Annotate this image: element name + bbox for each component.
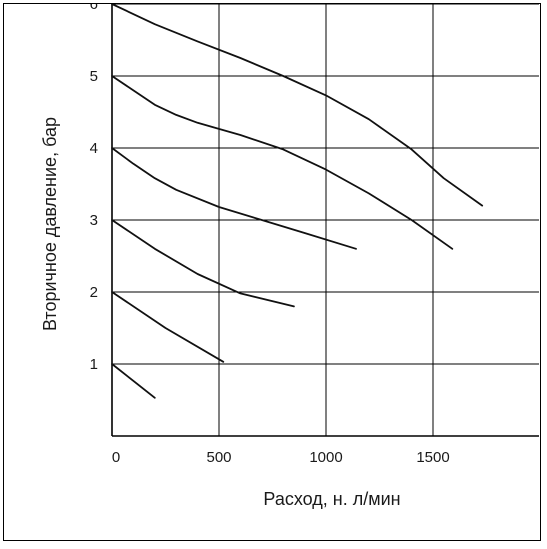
x-tick-label: 1500	[416, 449, 449, 466]
y-tick-label: 2	[90, 284, 98, 301]
y-tick-label: 4	[90, 140, 98, 157]
pressure-flow-chart: 0 500 1000 1500 1 2 3 4 5 6 Расход, н. л/мин Вто…	[40, 0, 541, 509]
x-axis-label: Расход, н. л/мин	[263, 489, 400, 509]
series-line	[111, 147, 357, 250]
x-tick-label: 500	[206, 449, 231, 466]
series-line	[111, 291, 225, 363]
series-line	[111, 3, 484, 207]
x-tick-labels: 0 500 1000 1500	[112, 449, 450, 466]
chart-frame: 0 500 1000 1500 1 2 3 4 5 6 Расход, н. л/мин Вто…	[3, 0, 541, 541]
grid	[111, 3, 541, 437]
x-tick-label: 1000	[309, 449, 342, 466]
x-tick-label: 0	[112, 449, 120, 466]
y-tick-label: 5	[90, 68, 98, 85]
series-lines	[111, 3, 484, 399]
y-tick-label: 3	[90, 212, 98, 229]
y-axis-label: Вторичное давление, бар	[40, 117, 60, 331]
series-line	[111, 219, 295, 308]
y-tick-labels: 1 2 3 4 5 6	[90, 0, 98, 373]
series-line	[111, 363, 156, 399]
y-tick-label: 6	[90, 4, 98, 13]
series-line	[111, 75, 454, 250]
y-tick-label: 1	[90, 356, 98, 373]
